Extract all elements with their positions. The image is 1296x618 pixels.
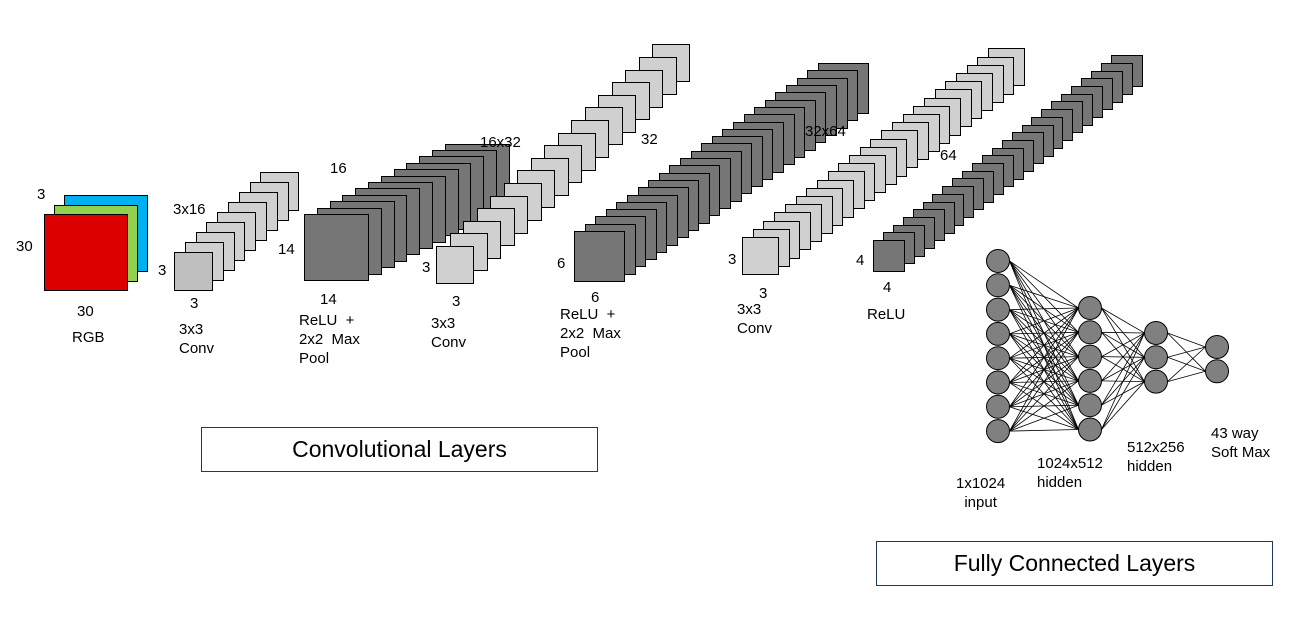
input-height-label: 30	[16, 238, 33, 255]
pool2-desc-label: ReLU + 2x2 Max Pool	[560, 306, 621, 361]
fc-connection	[1101, 332, 1145, 430]
pool1-height-label: 14	[278, 241, 295, 258]
fc-input-node	[986, 370, 1010, 395]
conv1-height-label: 3	[158, 262, 167, 279]
fc-hidden1-node	[1078, 296, 1102, 320]
fc-hidden1-label: 1024x512 hidden	[1037, 455, 1103, 491]
conv1-channels-label: 3x16	[173, 201, 206, 218]
input-name-label: RGB	[72, 329, 105, 346]
fc-hidden1-node	[1078, 368, 1102, 393]
fc-output-node	[1205, 359, 1229, 384]
fc-connection	[1009, 356, 1079, 432]
input-depth-label: 3	[37, 186, 46, 203]
fc-connection	[1009, 307, 1079, 335]
fc-connection	[1167, 346, 1206, 382]
fc-connection	[1009, 404, 1079, 432]
pool1-feature-square	[304, 214, 369, 281]
fc-connection	[1101, 307, 1145, 334]
fc-connection	[1009, 332, 1079, 432]
fc-connection	[1167, 370, 1206, 382]
fc-connection	[1009, 307, 1079, 432]
conv3-width-label: 3	[759, 285, 768, 302]
conv1-width-label: 3	[190, 295, 199, 312]
fc-hidden2-node	[1144, 345, 1168, 370]
conv2-channels-label: 16x32	[480, 134, 521, 151]
fc-connection	[1101, 332, 1145, 406]
fc-input-node	[986, 346, 1010, 371]
fc-connection	[1101, 332, 1145, 357]
fc-connection	[1009, 284, 1079, 309]
fc-hidden2-label: 512x256 hidden	[1127, 439, 1185, 475]
pool2-feature-square	[574, 231, 625, 282]
fc-connection	[1009, 429, 1079, 432]
fc-connection	[1009, 307, 1079, 359]
fc-connection	[1009, 307, 1079, 383]
relu3-feature-square	[873, 240, 905, 272]
fc-connection	[1009, 260, 1079, 309]
pool1-depth-label: 16	[330, 160, 347, 177]
conv3-height-label: 3	[728, 251, 737, 268]
fc-input-node	[986, 273, 1010, 298]
fc-hidden2-node	[1144, 369, 1168, 394]
fc-connection	[1009, 307, 1079, 408]
pool2-depth-label: 32	[641, 131, 658, 148]
fc-input-label: 1x1024 input	[956, 475, 1006, 511]
pool2-height-label: 6	[557, 255, 566, 272]
conv3-channels-label: 32x64	[805, 123, 846, 140]
fc-connection	[1009, 380, 1079, 432]
fc-connection	[1167, 332, 1206, 348]
pool1-desc-label: ReLU + 2x2 Max Pool	[299, 312, 360, 367]
relu3-height-label: 4	[856, 252, 865, 269]
fc-connection	[1101, 331, 1145, 334]
fc-input-node	[986, 419, 1010, 444]
fc-connection	[1101, 381, 1145, 430]
input-red-channel	[44, 214, 128, 291]
fc-connection	[1101, 357, 1145, 430]
fc-input-node	[986, 249, 1010, 273]
fc-hidden1-node	[1078, 417, 1102, 442]
conv-layers-title: Convolutional Layers	[201, 427, 598, 472]
pool1-width-label: 14	[320, 291, 337, 308]
fc-input-node	[986, 321, 1010, 346]
conv3-desc-label: 3x3 Conv	[737, 301, 773, 337]
fc-hidden2-node	[1144, 321, 1168, 345]
fc-hidden1-node	[1078, 344, 1102, 369]
fc-output-node	[1205, 335, 1229, 359]
fc-connection	[1167, 346, 1206, 358]
conv2-height-label: 3	[422, 259, 431, 276]
fc-input-node	[986, 394, 1010, 419]
relu3-width-label: 4	[883, 279, 892, 296]
relu3-depth-label: 64	[940, 147, 957, 164]
fc-hidden1-node	[1078, 320, 1102, 345]
conv1-desc-label: 3x3 Conv	[179, 321, 215, 357]
relu3-desc-label: ReLU	[867, 306, 906, 323]
fc-connection	[1101, 332, 1145, 382]
conv2-width-label: 3	[452, 293, 461, 310]
fc-output-label: 43 way Soft Max	[1211, 425, 1271, 461]
fc-connection	[1009, 307, 1079, 310]
fc-layers-title: Fully Connected Layers	[876, 541, 1273, 586]
input-width-label: 30	[77, 303, 94, 320]
conv3-filter-square	[742, 237, 779, 275]
conv2-desc-label: 3x3 Conv	[431, 315, 467, 351]
conv1-filter-square	[174, 252, 213, 291]
conv2-filter-square	[436, 246, 474, 284]
pool2-width-label: 6	[591, 289, 600, 306]
fc-hidden1-node	[1078, 393, 1102, 418]
fc-input-node	[986, 297, 1010, 322]
